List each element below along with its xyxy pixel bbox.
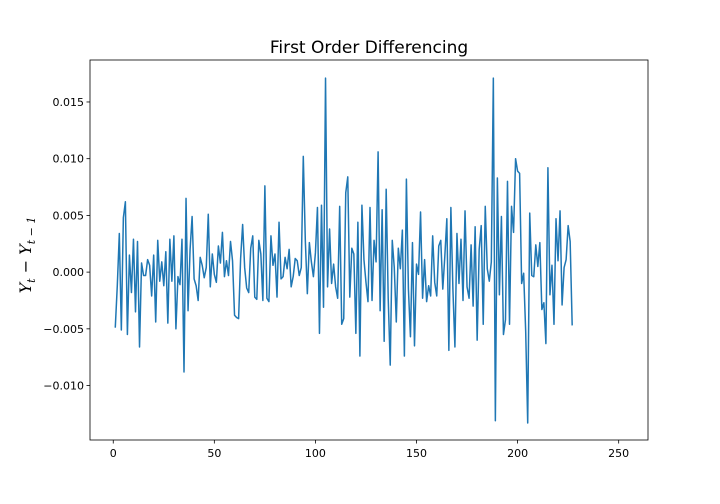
x-tick-label: 150 (406, 447, 427, 460)
y-axis-label-y1: Y (16, 281, 35, 293)
y-axis-label-sub1: t (25, 278, 38, 283)
y-axis-label: Yt − Yt − 1 (16, 217, 38, 294)
y-axis-label-minus: − (16, 255, 35, 279)
y-tick-label: 0.010 (53, 153, 85, 166)
y-axis: −0.010 −0.005 0.000 0.005 0.010 0.015 (43, 96, 90, 393)
y-tick-label: 0.015 (53, 96, 85, 109)
plot-area (89, 59, 649, 441)
x-tick-label: 0 (110, 447, 117, 460)
y-tick-label: −0.010 (43, 380, 84, 393)
y-tick-label: 0.005 (53, 209, 85, 222)
x-tick-label: 250 (608, 447, 629, 460)
y-tick-label: −0.005 (43, 323, 84, 336)
x-tick-label: 100 (305, 447, 326, 460)
series-line (114, 77, 573, 424)
x-tick-label: 50 (207, 447, 221, 460)
chart-title: First Order Differencing (270, 38, 468, 58)
y-axis-label-sub2: t − 1 (25, 217, 38, 245)
x-axis: 0 50 100 150 200 250 (110, 440, 629, 460)
y-tick-label: 0.000 (53, 266, 85, 279)
y-axis-label-y2: Y (16, 243, 35, 255)
x-tick-label: 200 (507, 447, 528, 460)
